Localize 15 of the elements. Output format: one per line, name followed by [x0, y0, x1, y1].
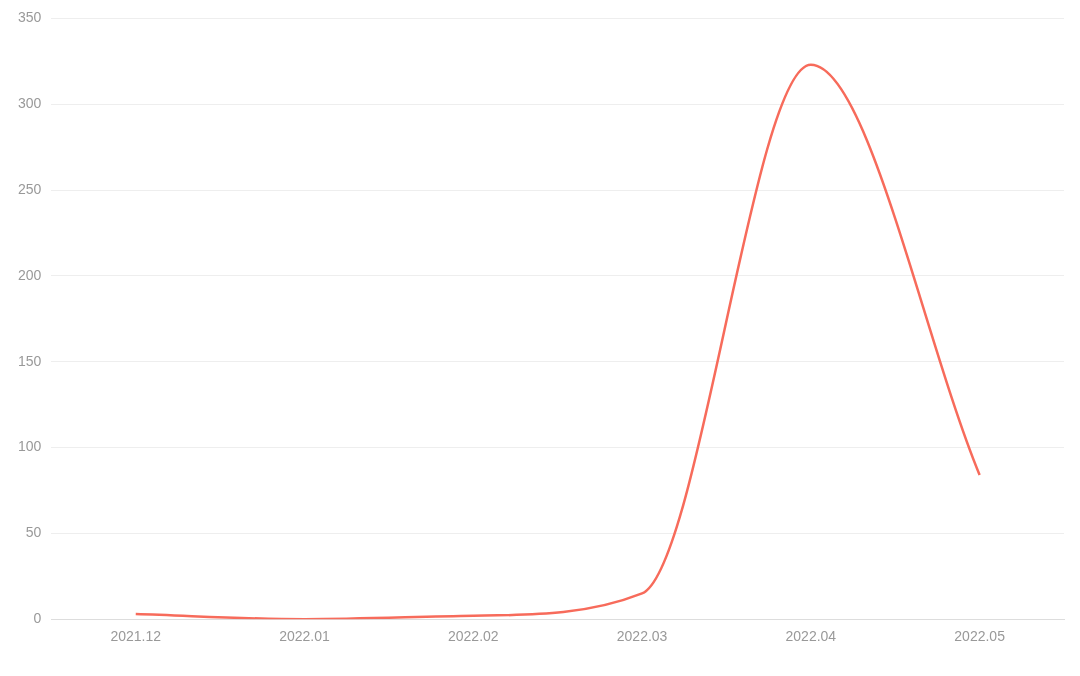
- y-tick-label: 350: [18, 9, 42, 26]
- y-tick-label: 300: [18, 95, 42, 112]
- line-series: [134, 63, 981, 620]
- y-tick-label: 100: [18, 438, 42, 455]
- y-tick-label: 250: [18, 180, 42, 197]
- x-tick-label: 2022.04: [785, 628, 837, 645]
- x-tick-label: 2022.01: [279, 628, 331, 645]
- x-tick-label: 2022.05: [954, 628, 1006, 645]
- x-tick-label: 2022.02: [447, 628, 499, 645]
- x-tick-label: 2021.12: [110, 628, 162, 645]
- y-tick-label: 200: [18, 266, 42, 283]
- y-tick-label: 150: [18, 352, 42, 369]
- x-tick-label: 2022.03: [616, 628, 668, 645]
- y-tick-label: 0: [33, 610, 42, 627]
- y-tick-label: 50: [25, 524, 42, 541]
